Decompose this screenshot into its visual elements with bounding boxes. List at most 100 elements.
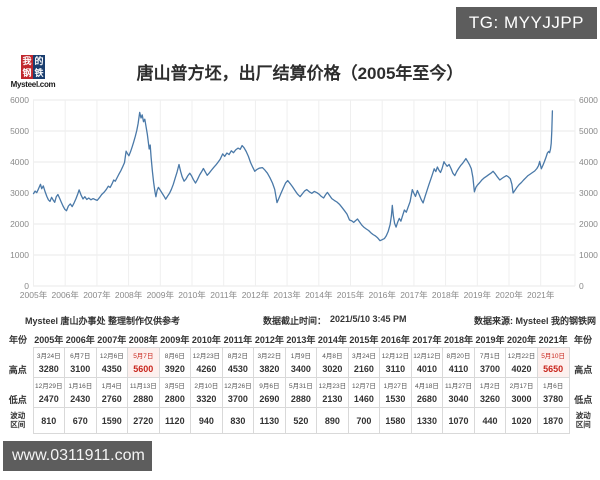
svg-text:0: 0 (579, 281, 584, 291)
table-cell: 1580 (379, 407, 412, 434)
table-cell: 11月27日 (442, 377, 475, 391)
table-cell: 1月4日 (95, 377, 129, 391)
svg-text:2006年: 2006年 (51, 290, 79, 300)
table-cell (3, 348, 33, 362)
table-cell: 8月2日 (221, 347, 255, 361)
svg-text:2019年: 2019年 (464, 290, 492, 300)
svg-text:2011年: 2011年 (210, 290, 237, 300)
table-cell: 3110 (379, 361, 412, 378)
table-cell: 4110 (442, 361, 475, 378)
table-cell: 2012年 (254, 335, 284, 345)
table-cell: 2005年 (34, 335, 64, 345)
yearly-price-table: 年份 2005年 2006年 2007年 2008年 2009年 2010年 2011年 201… (3, 332, 597, 434)
table-cell: 5月10日 (536, 347, 570, 361)
table-cell: 11月13日 (127, 377, 160, 391)
table-cell: 12月6日 (95, 347, 129, 361)
table-cell: 1月2日 (473, 377, 507, 391)
table-cell: 1330 (410, 407, 444, 434)
table-cell: 2680 (410, 391, 444, 408)
table-cell: 12月29日 (32, 377, 66, 391)
table-cell: 3280 (32, 361, 66, 378)
table-cell: 9月6日 (253, 377, 286, 391)
watermark-banner: www.0311911.com (3, 441, 152, 471)
meta-cutoff-label: 数据截止时间： (263, 316, 327, 326)
svg-text:2015年: 2015年 (337, 290, 365, 300)
table-cell: 810 (32, 407, 66, 434)
svg-text:4000: 4000 (579, 157, 598, 167)
table-cell: 3月22日 (253, 347, 286, 361)
table-cell: 3320 (190, 391, 223, 408)
table-cell: 830 (221, 407, 255, 434)
price-line-chart: 0 0 1000 1000 2000 2000 3000 3000 4000 4000 5000 50… (10, 95, 598, 300)
svg-text:2007年: 2007年 (83, 290, 111, 300)
table-cell: 940 (190, 407, 223, 434)
table-cell: 2019年 (475, 335, 505, 345)
table-cell: 3700 (221, 391, 255, 408)
svg-text:3000: 3000 (10, 188, 29, 198)
table-cell: 2690 (253, 391, 286, 408)
svg-text:2013年: 2013年 (273, 290, 301, 300)
logo-char-2: 的 (33, 55, 45, 67)
table-cell: 波动 区间 (575, 410, 591, 429)
table-cell: 2006年 (65, 335, 95, 345)
table-cell: 1月6日 (536, 377, 570, 391)
telegram-badge: TG: MYYJJPP (455, 7, 597, 39)
table-cell: 1月27日 (379, 377, 412, 391)
table-cell: 1120 (158, 407, 192, 434)
table-cell: 1月9日 (284, 347, 318, 361)
table-cell: 2014年 (317, 335, 347, 345)
logo-char-3: 钢 (21, 67, 33, 79)
table-cell: 6月7日 (64, 347, 97, 361)
table-cell: 4020 (505, 361, 538, 378)
table-cell: 低点 (8, 394, 27, 405)
svg-text:2014年: 2014年 (305, 290, 333, 300)
svg-text:2021年: 2021年 (527, 290, 555, 300)
table-cell: 2010年 (191, 335, 221, 345)
meta-prepared-by: Mysteel 唐山办事处 整理制作仅供参考 (25, 316, 181, 326)
table-cell: 2021年 (538, 335, 568, 345)
table-cell: 1870 (536, 407, 570, 434)
table-cell: 2013年 (286, 335, 316, 345)
svg-text:6000: 6000 (579, 95, 598, 105)
svg-text:2000: 2000 (10, 219, 29, 229)
svg-text:1000: 1000 (10, 250, 29, 260)
svg-text:2000: 2000 (579, 219, 598, 229)
mysteel-logo: 我 的 钢 铁 Mysteel.com (10, 55, 56, 89)
table-cell: 3100 (64, 361, 97, 378)
svg-text:2010年: 2010年 (178, 290, 206, 300)
table-cell (569, 378, 597, 392)
table-cell: 4530 (221, 361, 255, 378)
svg-text:2020年: 2020年 (495, 290, 523, 300)
svg-text:5000: 5000 (579, 126, 598, 136)
table-cell: 2470 (32, 391, 66, 408)
table-cell: 3040 (442, 391, 475, 408)
table-cell: 3920 (158, 361, 192, 378)
meta-cutoff-value: 2021/5/10 3:45 PM (330, 314, 407, 324)
table-cell: 2160 (347, 361, 381, 378)
table-cell: 3260 (473, 391, 507, 408)
table-cell: 12月23日 (316, 377, 349, 391)
table-cell: 8月6日 (158, 347, 192, 361)
table-cell: 2020年 (506, 335, 536, 345)
table-cell: 2015年 (349, 335, 379, 345)
table-cell: 2009年 (160, 335, 190, 345)
logo-char-1: 我 (21, 55, 33, 67)
table-cell: 12月12日 (379, 347, 412, 361)
table-cell: 670 (64, 407, 97, 434)
table-cell: 1130 (253, 407, 286, 434)
svg-text:2005年: 2005年 (20, 290, 48, 300)
table-cell: 2880 (127, 391, 160, 408)
table-cell: 2011年 (223, 335, 253, 345)
svg-text:2009年: 2009年 (147, 290, 175, 300)
svg-text:2017年: 2017年 (400, 290, 428, 300)
table-cell: 2720 (127, 407, 160, 434)
svg-text:5000: 5000 (10, 126, 29, 136)
svg-text:1000: 1000 (579, 250, 598, 260)
svg-text:3000: 3000 (579, 188, 598, 198)
table-cell: 2760 (95, 391, 129, 408)
table-cell: 12月7日 (347, 377, 381, 391)
table-cell: 12月12日 (410, 347, 444, 361)
table-cell: 年份 (8, 335, 27, 346)
svg-text:2018年: 2018年 (432, 290, 460, 300)
price-line (32, 110, 554, 242)
